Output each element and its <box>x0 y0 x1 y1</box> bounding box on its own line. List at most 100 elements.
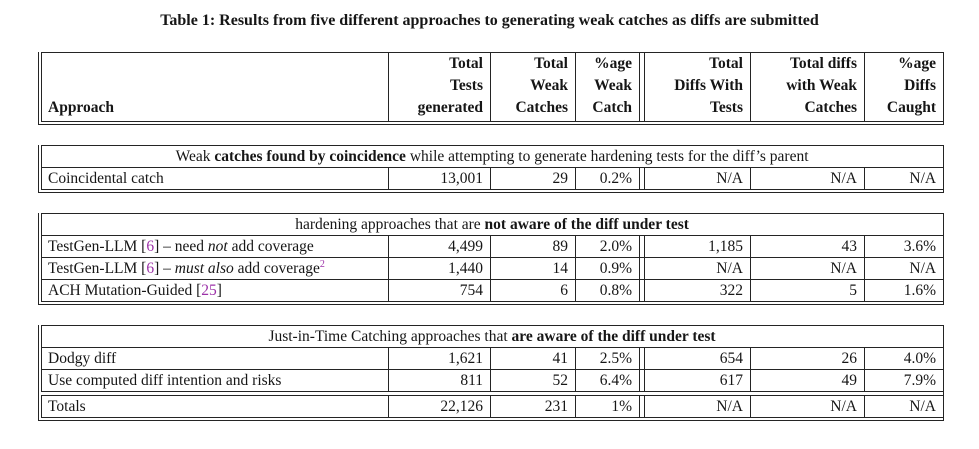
column-header-total-tests-generated: Total Tests generated <box>388 52 491 122</box>
approach-text: add coverage <box>227 238 314 255</box>
value-cell: 5 <box>750 279 865 302</box>
approach-text-italic: not <box>207 238 228 255</box>
approach-text: ACH Mutation-Guided [ <box>48 282 202 299</box>
value-cell: 1.6% <box>863 279 945 302</box>
totals-table: Totals 22,126 231 1% N/A N/A N/A <box>41 395 944 418</box>
approach-cell: TestGen-LLM [6] – need not add coverage <box>41 235 389 258</box>
caption-bold-text: are aware of the diff under test <box>511 328 716 345</box>
results-table: Approach Total Tests generated Total Wea… <box>38 52 945 421</box>
caption-text: Weak <box>175 148 215 165</box>
table-row: Coincidental catch 13,001 29 0.2% N/A N/… <box>41 167 945 190</box>
approach-text: add coverage <box>233 260 320 277</box>
band-diff-aware: Just-in-Time Catching approaches that ar… <box>38 325 945 421</box>
band-diff-aware-table: Just-in-Time Catching approaches that ar… <box>40 325 945 392</box>
header-row: Approach Total Tests generated Total Wea… <box>41 52 944 122</box>
value-cell: N/A <box>750 257 865 280</box>
citation-link[interactable]: 6 <box>146 260 155 277</box>
value-cell: 754 <box>388 279 491 302</box>
column-header-total-weak-catches: Total Weak Catches <box>490 52 576 122</box>
column-header-total-diffs-weak-catches: Total diffs with Weak Catches <box>750 52 865 122</box>
value-cell: 811 <box>388 369 491 392</box>
band-caption: hardening approaches that are not aware … <box>40 213 945 236</box>
value-cell: N/A <box>644 167 751 190</box>
value-cell: 1% <box>575 395 640 418</box>
value-cell: N/A <box>750 167 865 190</box>
value-cell: N/A <box>750 395 865 418</box>
approach-cell: TestGen-LLM [6] – must also add coverage… <box>41 257 389 280</box>
value-cell: 7.9% <box>863 369 945 392</box>
value-cell: 26 <box>750 347 865 370</box>
value-cell: N/A <box>863 257 945 280</box>
approach-text: ] <box>216 282 222 299</box>
table-caption-title: Table 1: Results from five different app… <box>160 12 819 29</box>
value-cell: 0.9% <box>575 257 640 280</box>
approach-text: ] – <box>154 260 175 277</box>
column-header-total-diffs-with-tests: Total Diffs With Tests <box>644 52 751 122</box>
value-cell: 617 <box>644 369 751 392</box>
value-cell: 2.0% <box>575 235 640 258</box>
value-cell: 6.4% <box>575 369 640 392</box>
approach-text: Totals <box>48 398 86 415</box>
band-caption: Just-in-Time Catching approaches that ar… <box>40 325 945 348</box>
band-coincidence: Weak catches found by coincidence while … <box>38 145 945 193</box>
value-cell: 89 <box>490 235 576 258</box>
approach-text: Use computed diff intention and risks <box>48 372 282 389</box>
band-caption-row: Weak catches found by coincidence while … <box>40 145 945 168</box>
value-cell: N/A <box>644 257 751 280</box>
value-cell: 654 <box>644 347 751 370</box>
value-cell: 22,126 <box>388 395 491 418</box>
approach-text-italic: must also <box>174 260 234 277</box>
caption-text: Just-in-Time Catching approaches that <box>268 328 512 345</box>
value-cell: 43 <box>750 235 865 258</box>
value-cell: N/A <box>864 395 944 418</box>
column-header-pct-weak-catch: %age Weak Catch <box>575 52 640 122</box>
value-cell: 0.8% <box>575 279 640 302</box>
column-header-table: Approach Total Tests generated Total Wea… <box>41 52 944 122</box>
value-cell: 6 <box>490 279 576 302</box>
value-cell: 0.2% <box>575 167 640 190</box>
table-row: TestGen-LLM [6] – need not add coverage … <box>41 235 945 258</box>
value-cell: 1,185 <box>644 235 751 258</box>
approach-cell: ACH Mutation-Guided [25] <box>41 279 389 302</box>
approach-cell: Dodgy diff <box>41 347 389 370</box>
value-cell: N/A <box>644 395 751 418</box>
value-cell: N/A <box>863 167 945 190</box>
band-diff-unaware-table: hardening approaches that are not aware … <box>40 213 945 302</box>
approach-text: TestGen-LLM [ <box>48 238 147 255</box>
value-cell: 3.6% <box>863 235 945 258</box>
value-cell: 1,440 <box>388 257 491 280</box>
approach-cell: Use computed diff intention and risks <box>41 369 389 392</box>
band-coincidence-table: Weak catches found by coincidence while … <box>40 145 945 190</box>
value-cell: 14 <box>490 257 576 280</box>
column-header-block: Approach Total Tests generated Total Wea… <box>38 52 944 125</box>
approach-text: ] – need <box>154 238 208 255</box>
table-row: TestGen-LLM [6] – must also add coverage… <box>41 257 945 280</box>
approach-cell: Totals <box>41 395 389 418</box>
approach-text: Coincidental catch <box>48 170 164 187</box>
approach-text: Dodgy diff <box>48 350 117 367</box>
approach-text: TestGen-LLM [ <box>48 260 147 277</box>
value-cell: 29 <box>490 167 576 190</box>
caption-text: while attempting to generate hardening t… <box>405 148 809 165</box>
caption-bold-text: not aware of the diff under test <box>484 216 689 233</box>
table-row: Dodgy diff 1,621 41 2.5% 654 26 4.0% <box>41 347 945 370</box>
band-caption: Weak catches found by coincidence while … <box>40 145 945 168</box>
column-header-pct-diffs-caught: %age Diffs Caught <box>864 52 944 122</box>
band-diff-unaware: hardening approaches that are not aware … <box>38 213 945 305</box>
value-cell: 231 <box>490 395 576 418</box>
value-cell: 322 <box>644 279 751 302</box>
table-row: Use computed diff intention and risks 81… <box>41 369 945 392</box>
totals-row: Totals 22,126 231 1% N/A N/A N/A <box>41 395 944 418</box>
value-cell: 49 <box>750 369 865 392</box>
citation-link[interactable]: 25 <box>201 282 217 299</box>
value-cell: 1,621 <box>388 347 491 370</box>
caption-text: hardening approaches that are <box>295 216 485 233</box>
citation-link[interactable]: 6 <box>146 238 155 255</box>
band-caption-row: hardening approaches that are not aware … <box>40 213 945 236</box>
table-row: ACH Mutation-Guided [25] 754 6 0.8% 322 … <box>41 279 945 302</box>
value-cell: 13,001 <box>388 167 491 190</box>
column-header-approach: Approach <box>41 52 389 122</box>
value-cell: 2.5% <box>575 347 640 370</box>
value-cell: 41 <box>490 347 576 370</box>
band-caption-row: Just-in-Time Catching approaches that ar… <box>40 325 945 348</box>
